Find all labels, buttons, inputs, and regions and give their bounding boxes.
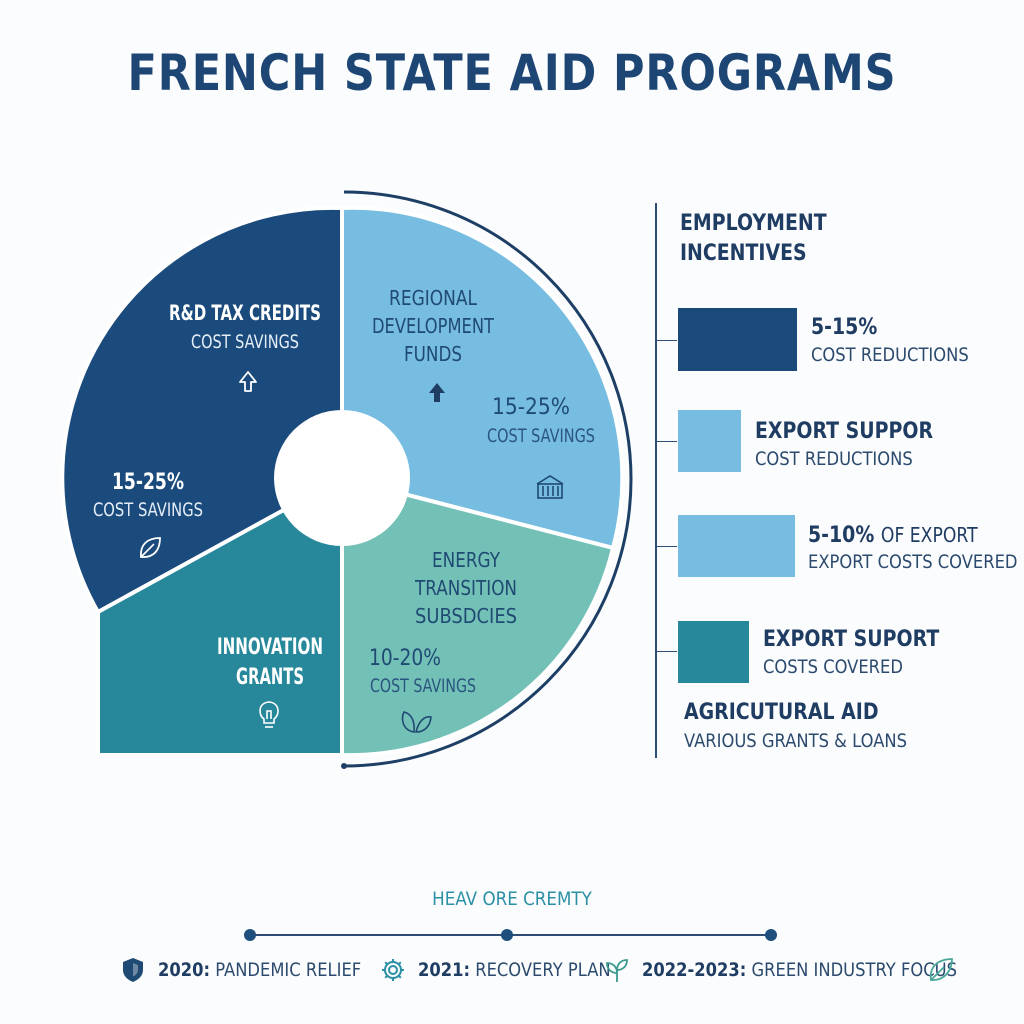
legend-swatch-1: [678, 308, 797, 371]
timeline-heading: HEAV ORE CREMTY: [432, 888, 592, 910]
legend-tick: [655, 340, 677, 341]
legend-item-2-value: EXPORT SUPPOR: [755, 419, 934, 444]
slice-label-regional-1: REGIONAL: [389, 286, 478, 310]
timeline-dot: [501, 929, 513, 941]
slice-regional-development-funds: [340, 205, 625, 551]
slice-label-regional-3: FUNDS: [404, 342, 462, 366]
timeline-item-2022-2023: 2022-2023: GREEN INDUSTRY FOCUS: [602, 955, 1008, 985]
slice-value-sub-rd: COST SAVINGS: [93, 499, 203, 521]
legend-item-1-value: 5-15%: [811, 315, 878, 340]
timeline-item-2020: 2020: PANDEMIC RELIEF: [118, 955, 394, 985]
timeline-item-2021: 2021: RECOVERY PLAN: [378, 955, 642, 985]
legend-item-4-desc: COSTS COVERED: [763, 656, 903, 678]
timeline-label: RECOVERY PLAN: [475, 959, 611, 981]
legend-item-3-value-number: 5-10%: [808, 523, 875, 548]
legend-item-2-desc: COST REDUCTIONS: [755, 448, 913, 470]
timeline-dot: [765, 929, 777, 941]
legend-item-4-value: EXPORT SUPORT: [763, 627, 940, 652]
leaves-icon: [401, 711, 432, 733]
outer-ring-arc: [343, 190, 633, 768]
page-title: FRENCH STATE AID PROGRAMS: [127, 44, 897, 102]
slice-value-regional: 15-25%: [492, 395, 570, 420]
slice-label-regional-2: DEVELOPMENT: [372, 314, 495, 338]
timeline-label: GREEN INDUSTRY FOCUS: [751, 959, 957, 981]
legend-item-3-value: 5-10% OF EXPORT: [808, 523, 978, 548]
timeline-item-2022-text: 2022-2023: GREEN INDUSTRY FOCUS: [642, 959, 957, 981]
slice-label-innovation-1: INNOVATION: [217, 635, 323, 660]
legend-header-line2: INCENTIVES: [680, 241, 807, 266]
slice-value-sub-regional: COST SAVINGS: [487, 425, 595, 447]
slice-label-energy-3: SUBSDCIES: [415, 604, 517, 628]
leaf-icon: [140, 537, 161, 558]
slice-sub-rd: COST SAVINGS: [191, 331, 299, 353]
slice-value-energy: 10-20%: [369, 646, 441, 671]
slice-label-innovation-2: GRANTS: [236, 665, 304, 690]
up-arrow-icon: [429, 383, 445, 402]
legend-footer-desc: VARIOUS GRANTS & LOANS: [684, 730, 907, 752]
ring-end-dot: [341, 763, 347, 769]
timeline-label: PANDEMIC RELIEF: [215, 959, 362, 981]
timeline-item-2021-text: 2021: RECOVERY PLAN: [418, 959, 611, 981]
shield-icon: [123, 958, 143, 982]
legend-swatch-3: [678, 515, 795, 577]
timeline-year: 2021:: [418, 959, 471, 981]
timeline-year: 2020:: [158, 959, 211, 981]
timeline-year: 2022-2023:: [642, 959, 747, 981]
slice-innovation-grants: [96, 474, 344, 757]
slice-label-energy-2: TRANSITION: [414, 576, 517, 600]
legend-item-1-desc: COST REDUCTIONS: [811, 344, 969, 366]
legend-swatch-2: [678, 410, 741, 472]
timeline-dot: [244, 929, 256, 941]
slice-value-rd: 15-25%: [112, 470, 184, 495]
slice-energy-transition-subsidies: [340, 475, 616, 758]
up-arrow-outline-icon: [239, 371, 257, 392]
lightbulb-icon: [259, 701, 279, 728]
legend-axis-line: [655, 203, 657, 758]
donut-hole: [274, 410, 410, 546]
leaf-icon: [929, 958, 953, 981]
legend-tick: [655, 441, 677, 442]
legend-header-line1: EMPLOYMENT: [680, 211, 827, 236]
legend-tick: [655, 546, 677, 547]
legend-tick: [655, 651, 677, 652]
legend-swatch-4: [678, 621, 749, 683]
timeline-item-2020-text: 2020: PANDEMIC RELIEF: [158, 959, 361, 981]
gear-icon: [382, 959, 404, 981]
legend-item-3-value-extra: OF EXPORT: [880, 523, 978, 547]
legend-footer-title: AGRICUTURAL AID: [684, 700, 879, 725]
slice-value-sub-energy: COST SAVINGS: [370, 675, 476, 697]
slice-label-rd: R&D TAX CREDITS: [169, 301, 321, 325]
sprout-icon: [606, 959, 628, 982]
slice-label-energy-1: ENERGY: [432, 548, 501, 572]
legend-item-3-desc: EXPORT COSTS COVERED: [808, 551, 1018, 573]
building-icon: [536, 475, 564, 499]
slice-rd-tax-credits: [60, 205, 344, 615]
